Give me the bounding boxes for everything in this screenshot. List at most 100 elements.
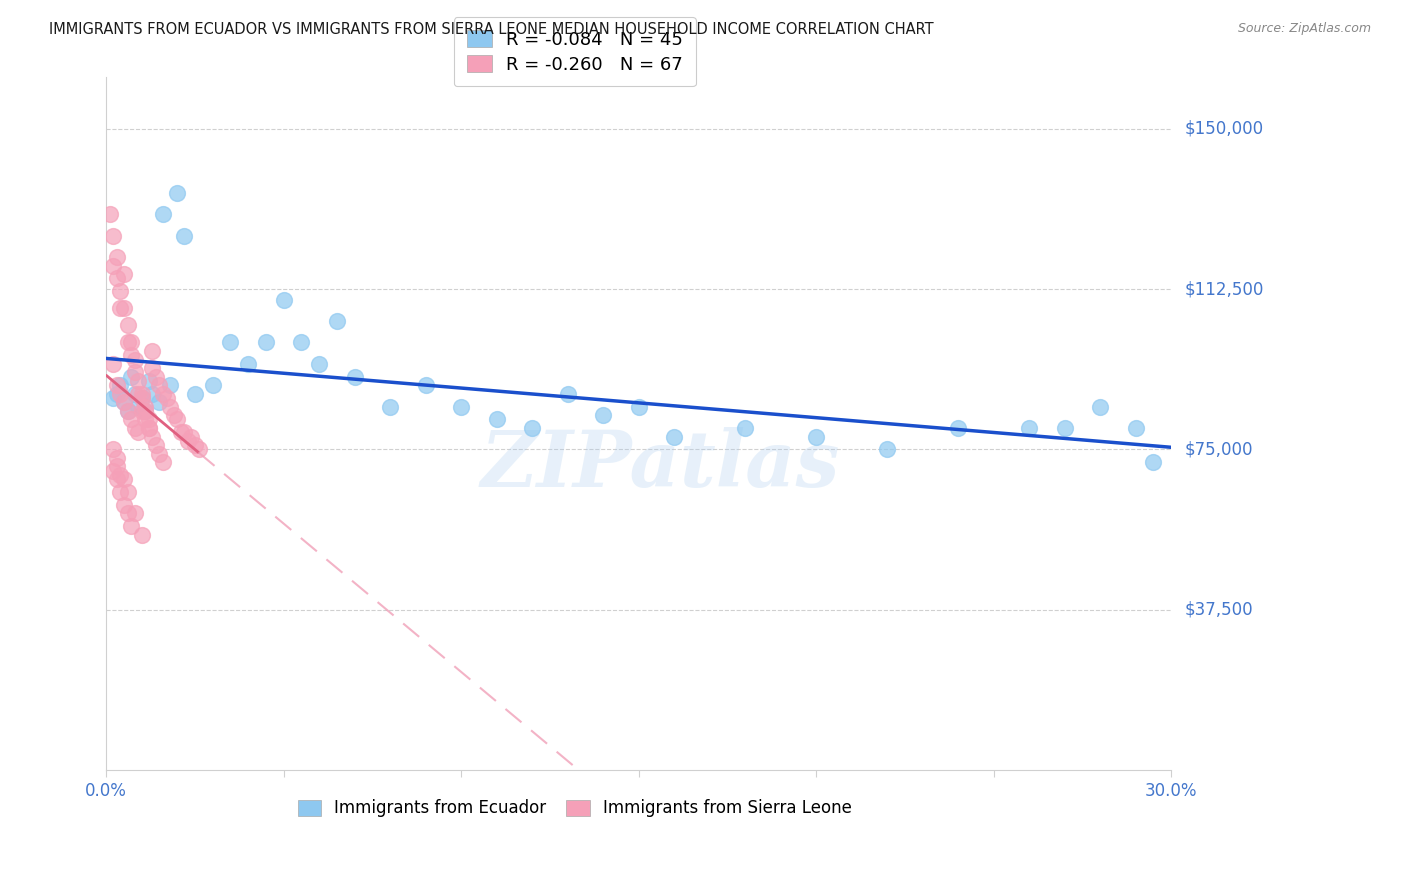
Point	[112, 395, 135, 409]
Point	[152, 386, 174, 401]
Point	[664, 429, 686, 443]
Point	[127, 374, 149, 388]
Point	[105, 378, 128, 392]
Point	[112, 267, 135, 281]
Point	[148, 378, 170, 392]
Point	[159, 400, 181, 414]
Point	[326, 314, 349, 328]
Point	[177, 434, 200, 448]
Point	[103, 391, 125, 405]
Point	[948, 421, 970, 435]
Point	[98, 207, 121, 221]
Point	[187, 442, 209, 457]
Point	[138, 374, 160, 388]
Point	[103, 259, 125, 273]
Point	[131, 386, 153, 401]
Point	[173, 425, 195, 440]
Point	[105, 386, 128, 401]
Point	[103, 442, 125, 457]
Point	[124, 352, 146, 367]
Point	[806, 429, 828, 443]
Point	[254, 335, 277, 350]
Point	[127, 425, 149, 440]
Point	[627, 400, 650, 414]
Text: ZIPatlas: ZIPatlas	[481, 427, 839, 503]
Point	[117, 485, 139, 500]
Point	[219, 335, 242, 350]
Point	[124, 386, 146, 401]
Point	[876, 442, 898, 457]
Point	[103, 357, 125, 371]
Point	[105, 459, 128, 474]
Point	[105, 271, 128, 285]
Point	[184, 386, 207, 401]
Point	[127, 400, 149, 414]
Point	[134, 412, 156, 426]
Point	[141, 361, 163, 376]
Point	[145, 438, 167, 452]
Point	[120, 412, 142, 426]
Point	[124, 507, 146, 521]
Point	[141, 429, 163, 443]
Point	[152, 455, 174, 469]
Point	[148, 395, 170, 409]
Point	[1090, 400, 1112, 414]
Point	[103, 464, 125, 478]
Point	[522, 421, 544, 435]
Point	[131, 404, 153, 418]
Point	[110, 386, 132, 401]
Point	[124, 421, 146, 435]
Legend: Immigrants from Ecuador, Immigrants from Sierra Leone: Immigrants from Ecuador, Immigrants from…	[291, 793, 859, 824]
Point	[110, 301, 132, 316]
Point	[110, 284, 132, 298]
Point	[134, 404, 156, 418]
Point	[173, 228, 195, 243]
Point	[105, 450, 128, 465]
Point	[120, 519, 142, 533]
Point	[105, 250, 128, 264]
Point	[155, 391, 177, 405]
Point	[117, 335, 139, 350]
Point	[112, 395, 135, 409]
Point	[163, 408, 186, 422]
Point	[131, 391, 153, 405]
Point	[170, 425, 193, 440]
Point	[1142, 455, 1164, 469]
Point	[308, 357, 330, 371]
Point	[380, 400, 402, 414]
Point	[110, 468, 132, 483]
Point	[138, 421, 160, 435]
Point	[592, 408, 614, 422]
Point	[112, 498, 135, 512]
Point	[117, 318, 139, 333]
Point	[166, 186, 188, 200]
Text: $150,000: $150,000	[1185, 120, 1264, 137]
Text: $112,500: $112,500	[1185, 280, 1264, 298]
Point	[134, 400, 156, 414]
Point	[557, 386, 579, 401]
Point	[415, 378, 437, 392]
Point	[184, 438, 207, 452]
Point	[124, 366, 146, 380]
Point	[1125, 421, 1147, 435]
Point	[734, 421, 756, 435]
Point	[166, 412, 188, 426]
Point	[134, 404, 156, 418]
Point	[485, 412, 508, 426]
Point	[159, 378, 181, 392]
Point	[138, 421, 160, 435]
Point	[112, 472, 135, 486]
Text: $75,000: $75,000	[1185, 441, 1254, 458]
Point	[112, 301, 135, 316]
Point	[450, 400, 472, 414]
Point	[141, 386, 163, 401]
Point	[1053, 421, 1076, 435]
Text: Source: ZipAtlas.com: Source: ZipAtlas.com	[1237, 22, 1371, 36]
Point	[141, 344, 163, 359]
Text: $37,500: $37,500	[1185, 600, 1254, 619]
Point	[201, 378, 224, 392]
Point	[138, 412, 160, 426]
Point	[117, 404, 139, 418]
Point	[180, 429, 202, 443]
Point	[110, 485, 132, 500]
